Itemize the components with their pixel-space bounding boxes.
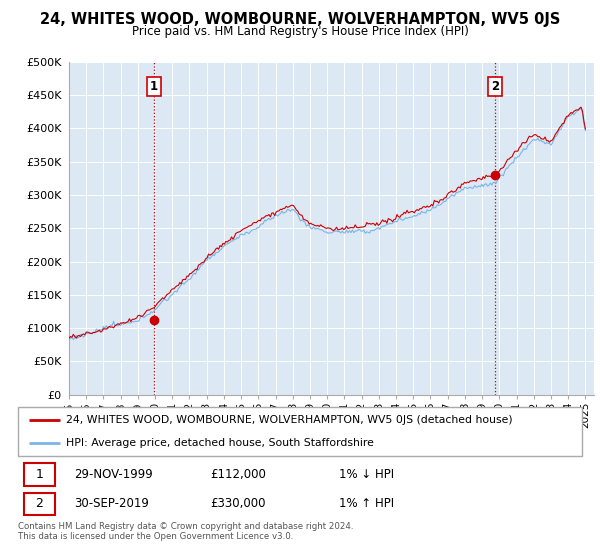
Text: 1: 1 bbox=[149, 80, 158, 93]
Text: 1% ↑ HPI: 1% ↑ HPI bbox=[340, 497, 395, 510]
Text: 29-NOV-1999: 29-NOV-1999 bbox=[74, 468, 153, 481]
Text: 30-SEP-2019: 30-SEP-2019 bbox=[74, 497, 149, 510]
Text: 1% ↓ HPI: 1% ↓ HPI bbox=[340, 468, 395, 481]
Text: 2: 2 bbox=[35, 497, 43, 510]
Text: 1: 1 bbox=[35, 468, 43, 481]
Text: Price paid vs. HM Land Registry's House Price Index (HPI): Price paid vs. HM Land Registry's House … bbox=[131, 25, 469, 38]
Bar bbox=[23, 493, 55, 515]
Text: £330,000: £330,000 bbox=[210, 497, 265, 510]
Text: £112,000: £112,000 bbox=[210, 468, 266, 481]
Bar bbox=[23, 463, 55, 486]
Text: Contains HM Land Registry data © Crown copyright and database right 2024.
This d: Contains HM Land Registry data © Crown c… bbox=[18, 522, 353, 542]
Text: 24, WHITES WOOD, WOMBOURNE, WOLVERHAMPTON, WV5 0JS: 24, WHITES WOOD, WOMBOURNE, WOLVERHAMPTO… bbox=[40, 12, 560, 27]
Text: 24, WHITES WOOD, WOMBOURNE, WOLVERHAMPTON, WV5 0JS (detached house): 24, WHITES WOOD, WOMBOURNE, WOLVERHAMPTO… bbox=[66, 416, 512, 426]
Text: 2: 2 bbox=[491, 80, 499, 93]
Text: HPI: Average price, detached house, South Staffordshire: HPI: Average price, detached house, Sout… bbox=[66, 438, 374, 448]
